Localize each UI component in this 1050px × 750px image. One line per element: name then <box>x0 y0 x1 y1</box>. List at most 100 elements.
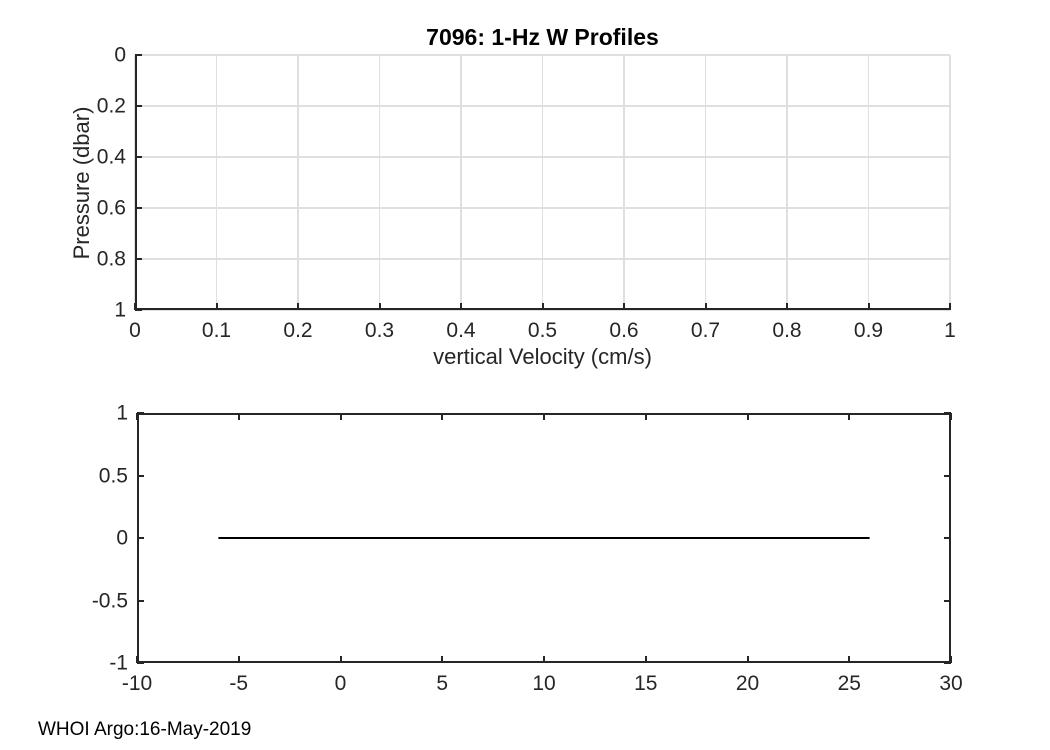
x-tick-label: 0 <box>334 672 347 695</box>
x-tick-label: 0.1 <box>201 319 232 342</box>
y-tick-mark <box>135 105 142 107</box>
y-tick-mark <box>137 662 144 664</box>
page-title: 7096: 1-Hz W Profiles <box>426 24 659 50</box>
x-tick-mark-top <box>237 413 240 420</box>
x-tick-label: 0.6 <box>609 319 639 342</box>
gridline-horizontal <box>135 258 950 260</box>
y-tick-mark <box>135 156 142 158</box>
y-tick-label: 0.8 <box>96 247 126 271</box>
y-tick-label: 1 <box>116 401 128 425</box>
x-tick-mark <box>378 303 381 310</box>
y-tick-label: 0.4 <box>96 145 126 169</box>
x-tick-label: 10 <box>532 672 556 695</box>
y-tick-label: 0.2 <box>96 94 126 118</box>
x-tick-mark <box>786 303 788 310</box>
x-tick-mark <box>949 303 951 310</box>
y-tick-label: -0.5 <box>91 589 128 612</box>
y-axis-label: Pressure (dbar) <box>69 106 94 260</box>
x-tick-label: -10 <box>121 672 153 695</box>
x-tick-mark-top <box>136 413 138 420</box>
x-tick-mark <box>339 656 342 663</box>
y-tick-mark-right <box>944 537 951 539</box>
x-tick-mark <box>237 656 240 663</box>
x-tick-mark <box>623 303 625 310</box>
y-tick-mark <box>137 412 144 414</box>
gridline-vertical <box>949 55 951 310</box>
x-tick-mark <box>746 656 749 663</box>
y-tick-mark-right <box>944 662 951 664</box>
gridline-vertical <box>786 55 788 310</box>
x-tick-mark-top <box>339 413 342 420</box>
x-tick-mark-top <box>950 413 952 420</box>
top-subplot-plot-area: 0 0.1 0.2 0.3 0.4 0.5 0.6 0.7 0.8 0.9 1 0 0.2 0.4 0.6 0… <box>97 45 956 342</box>
gridline-horizontal <box>135 105 950 107</box>
y-tick-label: 0.6 <box>96 196 126 220</box>
y-tick-mark <box>137 474 144 477</box>
gridline-vertical <box>867 55 870 310</box>
x-tick-label: 0.5 <box>527 319 558 342</box>
y-tick-mark <box>135 207 142 209</box>
x-tick-mark-top <box>746 413 749 420</box>
y-tick-label: 1 <box>114 298 126 322</box>
y-tick-mark-right <box>944 412 951 414</box>
x-tick-mark <box>950 656 952 663</box>
x-tick-label: 0.2 <box>283 319 313 342</box>
y-tick-mark <box>135 54 142 56</box>
x-tick-mark <box>136 656 138 663</box>
bottom-subplot-plot-area: -10 -5 0 5 10 15 20 25 30 -1 -0.5 0 0.5 1 <box>92 403 963 695</box>
x-tick-mark-top <box>543 413 545 420</box>
y-tick-label: -1 <box>109 651 128 675</box>
x-tick-mark <box>848 656 851 663</box>
x-tick-label: 0.4 <box>446 319 476 342</box>
y-tick-mark <box>137 537 144 539</box>
gridline-vertical <box>215 55 218 310</box>
y-tick-mark <box>137 599 144 602</box>
x-tick-mark-top <box>644 413 647 420</box>
gridline-horizontal <box>135 309 950 311</box>
y-tick-mark-right <box>944 599 951 602</box>
x-tick-mark <box>644 656 647 663</box>
x-tick-label: 1 <box>944 319 956 342</box>
x-tick-mark <box>297 303 299 310</box>
x-tick-mark-top <box>848 413 851 420</box>
gridline-vertical <box>704 55 707 310</box>
x-tick-label: -5 <box>229 672 249 695</box>
watermark-text: WHOI Argo:16-May-2019 <box>38 719 252 740</box>
x-tick-label: 25 <box>837 672 861 695</box>
gridline-horizontal <box>135 207 950 209</box>
gridline-vertical <box>541 55 544 310</box>
y-tick-mark-right <box>944 474 951 477</box>
x-tick-mark <box>441 656 444 663</box>
gridline-vertical <box>623 55 625 310</box>
x-tick-mark-top <box>441 413 444 420</box>
x-tick-mark <box>543 656 545 663</box>
x-tick-label: 0.8 <box>772 319 802 342</box>
data-series-line <box>218 537 870 539</box>
x-tick-mark <box>541 303 544 310</box>
y-tick-mark <box>135 309 142 311</box>
x-tick-mark <box>134 303 136 310</box>
gridline-vertical <box>460 55 462 310</box>
x-tick-label: 0.9 <box>853 319 884 342</box>
y-tick-label: 0 <box>116 526 128 550</box>
x-tick-label: 15 <box>634 672 658 695</box>
x-tick-label: 0.3 <box>364 319 395 342</box>
x-tick-label: 30 <box>939 672 963 695</box>
y-tick-label: 0.5 <box>98 464 128 487</box>
gridline-horizontal <box>135 54 950 56</box>
x-tick-label: 20 <box>735 672 760 695</box>
x-axis-label: vertical Velocity (cm/s) <box>433 344 652 369</box>
x-tick-label: 5 <box>436 672 449 695</box>
gridline-vertical <box>297 55 299 310</box>
x-tick-label: 0.7 <box>690 319 721 342</box>
x-tick-mark <box>704 303 707 310</box>
gridline-vertical <box>378 55 381 310</box>
x-tick-mark <box>460 303 462 310</box>
x-tick-mark <box>215 303 218 310</box>
y-tick-mark <box>135 258 142 260</box>
y-axis-spine <box>135 55 137 310</box>
y-tick-label: 0 <box>114 43 126 67</box>
x-tick-label: 0 <box>129 319 141 342</box>
gridline-horizontal <box>135 156 950 158</box>
